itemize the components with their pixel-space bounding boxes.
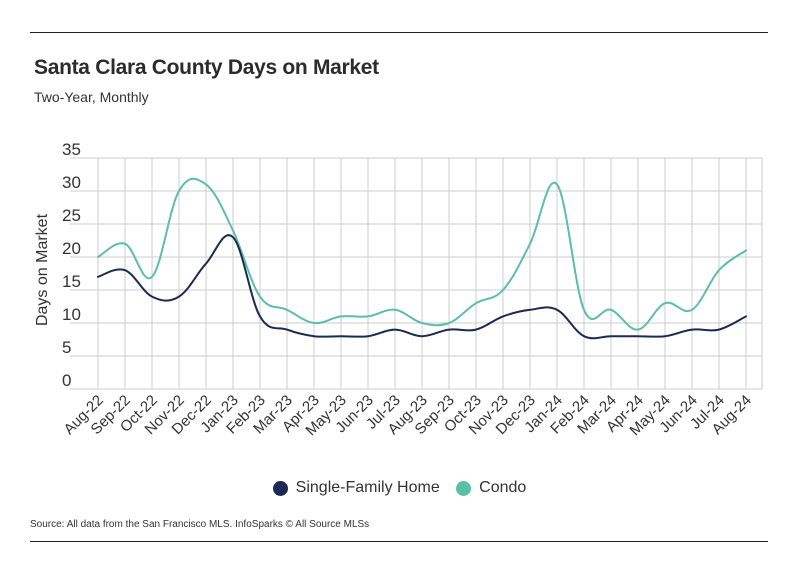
legend: Single-Family Home Condo [0, 479, 799, 501]
y-tick-30: 30 [62, 173, 81, 192]
y-tick-25: 25 [62, 206, 81, 225]
y-tick-15: 15 [62, 272, 81, 291]
y-tick-0: 0 [62, 371, 71, 390]
y-tick-20: 20 [62, 239, 81, 258]
top-rule [30, 32, 768, 33]
bottom-rule [30, 541, 768, 542]
legend-item-single-family: Single-Family Home [272, 479, 440, 497]
vertical-gridlines [97, 158, 763, 389]
horizontal-gridlines [70, 157, 762, 390]
series-line-condo [97, 177, 747, 331]
legend-label-single-family: Single-Family Home [295, 479, 440, 496]
chart-subtitle: Two-Year, Monthly [34, 89, 149, 105]
series-lines [97, 177, 747, 340]
y-axis-label: Days on Market [34, 213, 51, 327]
source-note: Source: All data from the San Francisco … [30, 519, 370, 530]
legend-label-condo: Condo [479, 479, 527, 496]
y-tick-35: 35 [62, 140, 81, 159]
legend-item-condo: Condo [456, 479, 526, 497]
y-axis-label-wrap: Days on Market [32, 180, 54, 360]
legend-swatch-single-family-icon [272, 480, 288, 496]
y-tick-5: 5 [62, 338, 71, 357]
legend-swatch-condo-icon [456, 480, 472, 496]
series-line-single-family-home [97, 234, 747, 340]
y-tick-labels: 0 5 10 15 20 25 30 35 [62, 140, 81, 390]
y-tick-10: 10 [62, 305, 81, 324]
x-tick-labels: Aug-22Sep-22Oct-22Nov-22Dec-22Jan-23Feb-… [61, 392, 755, 439]
chart-title: Santa Clara County Days on Market [34, 56, 379, 79]
